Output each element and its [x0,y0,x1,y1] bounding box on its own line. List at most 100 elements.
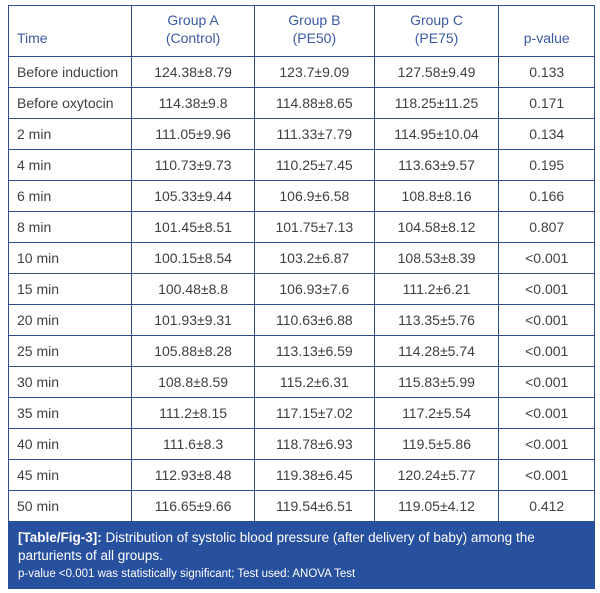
cell-p-value: <0.001 [498,304,595,336]
cell-p-value: <0.001 [498,428,595,460]
cell-group-c: 113.63±9.57 [373,149,500,181]
table-figure: Time Group A (Control) Group B (PE50) Gr… [7,5,595,590]
table-row: 2 min 111.05±9.96 111.33±7.79 114.95±10.… [7,118,595,150]
cell-group-a: 112.93±8.48 [131,459,256,491]
cell-group-a: 110.73±9.73 [131,149,256,181]
table-row: 25 min 105.88±8.28 113.13±6.59 114.28±5.… [7,335,595,367]
cell-p-value: <0.001 [498,273,595,305]
row-label: 25 min [7,335,133,367]
blood-pressure-table: Time Group A (Control) Group B (PE50) Gr… [7,5,595,522]
row-label: 10 min [7,242,133,274]
row-label: Before oxytocin [7,87,133,119]
table-header: Time Group A (Control) Group B (PE50) Gr… [7,5,595,57]
cell-group-c: 108.53±8.39 [373,242,500,274]
row-label: 8 min [7,211,133,243]
cell-group-a: 100.15±8.54 [131,242,256,274]
cell-group-c: 114.28±5.74 [373,335,500,367]
cell-group-c: 117.2±5.54 [373,397,500,429]
cell-group-a: 108.8±8.59 [131,366,256,398]
caption-tag: [Table/Fig-3]: [18,530,102,545]
row-label: 20 min [7,304,133,336]
cell-group-c: 104.58±8.12 [373,211,500,243]
figure-caption: [Table/Fig-3]: Distribution of systolic … [8,522,595,590]
row-label: 2 min [7,118,133,150]
cell-p-value: 0.195 [498,149,595,181]
cell-group-a: 100.48±8.8 [131,273,256,305]
row-label: Before induction [7,56,133,88]
cell-group-c: 108.8±8.16 [373,180,500,212]
cell-p-value: 0.412 [498,490,595,522]
cell-group-c: 113.35±5.76 [373,304,500,336]
table-row: 20 min 101.93±9.31 110.63±6.88 113.35±5.… [7,304,595,336]
cell-p-value: 0.133 [498,56,595,88]
cell-group-a: 124.38±8.79 [131,56,256,88]
table-row: 35 min 111.2±8.15 117.15±7.02 117.2±5.54… [7,397,595,429]
table-row: 15 min 100.48±8.8 106.93±7.6 111.2±6.21 … [7,273,595,305]
row-label: 50 min [7,490,133,522]
cell-group-b: 110.25±7.45 [254,149,375,181]
table-body: Before induction 124.38±8.79 123.7±9.09 … [7,56,595,522]
cell-group-a: 116.65±9.66 [131,490,256,522]
cell-group-b: 111.33±7.79 [254,118,375,150]
cell-group-b: 106.93±7.6 [254,273,375,305]
cell-group-a: 111.6±8.3 [131,428,256,460]
cell-group-b: 123.7±9.09 [254,56,375,88]
column-header-time: Time [7,5,133,57]
cell-group-a: 101.45±8.51 [131,211,256,243]
cell-group-a: 114.38±9.8 [131,87,256,119]
header-row: Time Group A (Control) Group B (PE50) Gr… [7,5,595,57]
table-row: Before oxytocin 114.38±9.8 114.88±8.65 1… [7,87,595,119]
cell-p-value: <0.001 [498,459,595,491]
cell-group-c: 114.95±10.04 [373,118,500,150]
row-label: 6 min [7,180,133,212]
cell-group-b: 115.2±6.31 [254,366,375,398]
cell-group-a: 105.88±8.28 [131,335,256,367]
cell-group-a: 101.93±9.31 [131,304,256,336]
row-label: 30 min [7,366,133,398]
column-header-group-b: Group B (PE50) [254,5,375,57]
caption-main: [Table/Fig-3]: Distribution of systolic … [18,529,585,564]
table-row: 50 min 116.65±9.66 119.54±6.51 119.05±4.… [7,490,595,522]
cell-p-value: 0.171 [498,87,595,119]
cell-group-a: 105.33±9.44 [131,180,256,212]
cell-group-a: 111.2±8.15 [131,397,256,429]
row-label: 35 min [7,397,133,429]
cell-p-value: <0.001 [498,397,595,429]
cell-group-c: 115.83±5.99 [373,366,500,398]
caption-text: Distribution of systolic blood pressure … [18,530,535,563]
table-row: 8 min 101.45±8.51 101.75±7.13 104.58±8.1… [7,211,595,243]
cell-group-b: 118.78±6.93 [254,428,375,460]
cell-group-c: 127.58±9.49 [373,56,500,88]
cell-group-b: 103.2±6.87 [254,242,375,274]
row-label: 15 min [7,273,133,305]
caption-note: p-value <0.001 was statistically signifi… [18,568,356,581]
cell-group-b: 101.75±7.13 [254,211,375,243]
column-header-p-value: p-value [498,5,595,57]
cell-group-b: 106.9±6.58 [254,180,375,212]
cell-p-value: 0.166 [498,180,595,212]
table-row: 45 min 112.93±8.48 119.38±6.45 120.24±5.… [7,459,595,491]
cell-group-a: 111.05±9.96 [131,118,256,150]
row-label: 40 min [7,428,133,460]
table-row: Before induction 124.38±8.79 123.7±9.09 … [7,56,595,88]
cell-group-b: 113.13±6.59 [254,335,375,367]
table-row: 6 min 105.33±9.44 106.9±6.58 108.8±8.16 … [7,180,595,212]
column-header-group-c: Group C (PE75) [373,5,500,57]
table-row: 4 min 110.73±9.73 110.25±7.45 113.63±9.5… [7,149,595,181]
cell-group-b: 110.63±6.88 [254,304,375,336]
cell-group-c: 118.25±11.25 [373,87,500,119]
cell-p-value: 0.134 [498,118,595,150]
row-label: 4 min [7,149,133,181]
table-row: 10 min 100.15±8.54 103.2±6.87 108.53±8.3… [7,242,595,274]
table-row: 40 min 111.6±8.3 118.78±6.93 119.5±5.86 … [7,428,595,460]
cell-group-c: 111.2±6.21 [373,273,500,305]
cell-group-b: 117.15±7.02 [254,397,375,429]
cell-group-b: 119.38±6.45 [254,459,375,491]
cell-group-c: 119.05±4.12 [373,490,500,522]
cell-p-value: 0.807 [498,211,595,243]
cell-p-value: <0.001 [498,242,595,274]
cell-group-c: 120.24±5.77 [373,459,500,491]
cell-group-b: 119.54±6.51 [254,490,375,522]
cell-group-b: 114.88±8.65 [254,87,375,119]
cell-p-value: <0.001 [498,335,595,367]
